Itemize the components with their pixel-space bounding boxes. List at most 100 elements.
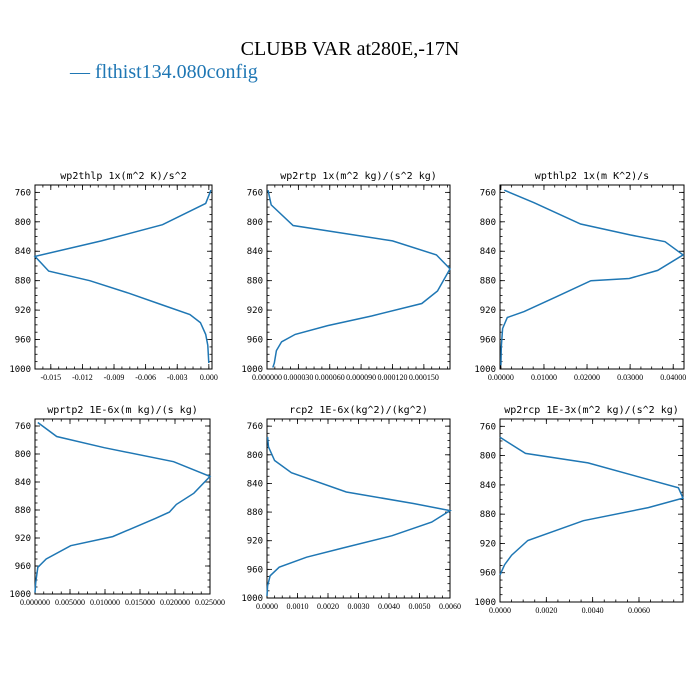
x-tick-label: 0.01000 — [531, 373, 557, 382]
x-tick-label: -0.003 — [167, 373, 188, 382]
plot-frame — [499, 184, 685, 370]
y-tick-label: 880 — [247, 277, 263, 287]
x-tick-label: 0.000120 — [377, 373, 407, 382]
y-tick-label: 760 — [480, 422, 496, 432]
x-tick-label: 0.015000 — [125, 598, 155, 607]
y-tick-label: 960 — [15, 562, 31, 572]
y-tick-label: 880 — [15, 277, 31, 287]
x-tick-label: 0.0060 — [439, 602, 461, 611]
y-tick-label: 880 — [15, 506, 31, 516]
y-tick-label: 800 — [480, 452, 496, 462]
y-tick-label: 1000 — [241, 365, 263, 375]
plot-frame — [34, 418, 211, 595]
subplot-title: wprtp2 1E-6x(m kg)/(s kg) — [47, 405, 198, 416]
y-tick-label: 800 — [480, 218, 496, 228]
x-tick-label: 0.0020 — [535, 606, 557, 615]
x-tick-label: -0.009 — [104, 373, 125, 382]
subplot-title: wp2rcp 1E-3x(m^2 kg)/(s^2 kg) — [504, 405, 679, 416]
legend-entry: — flthist134.080config — [69, 61, 258, 83]
x-tick-label: 0.000000 — [252, 373, 282, 382]
y-tick-label: 840 — [247, 247, 263, 257]
x-tick-label: 0.005000 — [55, 598, 85, 607]
x-tick-label: 0.0040 — [378, 602, 400, 611]
y-tick-label: 960 — [247, 565, 263, 575]
y-tick-label: 1000 — [9, 590, 31, 600]
y-tick-label: 840 — [247, 479, 263, 489]
plot-frame — [499, 418, 684, 603]
subplot-title: rcp2 1E-6x(kg^2)/(kg^2) — [289, 405, 427, 416]
y-tick-label: 920 — [480, 306, 496, 316]
subplot-title: wp2rtp 1x(m^2 kg)/(s^2 kg) — [280, 171, 437, 182]
plot-frame — [266, 184, 451, 370]
series-line — [34, 421, 212, 593]
x-tick-label: 0.03000 — [617, 373, 643, 382]
x-tick-label: 0.04000 — [660, 373, 686, 382]
y-tick-label: 760 — [480, 188, 496, 198]
subplot-4: wprtp2 1E-6x(m kg)/(s kg) 760 800 840 880 920… — [9, 405, 225, 607]
subplot-title: wp2thlp 1x(m^2 K)/s^2 — [60, 171, 186, 182]
x-tick-label: 0.02000 — [574, 373, 600, 382]
y-tick-label: 1000 — [9, 365, 31, 375]
x-tick-label: 0.000150 — [409, 373, 439, 382]
x-tick-label: 0.010000 — [90, 598, 120, 607]
subplot-2: wp2rtp 1x(m^2 kg)/(s^2 kg) 760 800 840 880 92… — [241, 171, 451, 382]
x-tick-label: 0.025000 — [195, 598, 225, 607]
y-tick-label: 920 — [247, 537, 263, 547]
y-tick-label: 760 — [15, 188, 31, 198]
y-tick-label: 800 — [15, 218, 31, 228]
y-tick-label: 880 — [480, 510, 496, 520]
x-tick-label: -0.015 — [40, 373, 61, 382]
y-tick-label: 920 — [15, 534, 31, 544]
y-tick-label: 760 — [15, 422, 31, 432]
y-tick-label: 840 — [480, 481, 496, 491]
subplot-title: wpthlp2 1x(m K^2)/s — [535, 171, 649, 182]
x-tick-label: 0.000030 — [283, 373, 313, 382]
y-tick-label: 800 — [247, 218, 263, 228]
x-tick-label: 0.0010 — [287, 602, 309, 611]
x-tick-label: 0.020000 — [160, 598, 190, 607]
y-tick-label: 880 — [480, 277, 496, 287]
subplot-1: wp2thlp 1x(m^2 K)/s^2 760 800 840 880 920 960 1… — [9, 171, 218, 382]
y-tick-label: 1000 — [241, 594, 263, 604]
subplot-grid: wp2thlp 1x(m^2 K)/s^2 760 800 840 880 920 960 1… — [9, 171, 686, 615]
x-tick-label: 0.000 — [200, 373, 218, 382]
x-tick-label: 0.000060 — [315, 373, 345, 382]
y-tick-label: 760 — [247, 188, 263, 198]
y-tick-label: 920 — [247, 306, 263, 316]
series-line — [500, 189, 685, 366]
x-tick-label: -0.006 — [135, 373, 156, 382]
y-tick-label: 1000 — [474, 365, 496, 375]
x-tick-label: 0.0000 — [489, 606, 511, 615]
plot-frame — [266, 418, 451, 599]
x-tick-label: 0.0030 — [348, 602, 370, 611]
series-line — [266, 436, 453, 596]
x-tick-label: 0.000000 — [20, 598, 50, 607]
y-tick-label: 840 — [480, 247, 496, 257]
y-tick-label: 960 — [15, 336, 31, 346]
x-tick-label: 0.0050 — [409, 602, 431, 611]
x-tick-label: -0.012 — [72, 373, 93, 382]
y-tick-label: 880 — [247, 508, 263, 518]
series-line — [267, 190, 451, 368]
x-tick-label: 0.0040 — [582, 606, 604, 615]
y-tick-label: 960 — [480, 569, 496, 579]
y-tick-label: 840 — [15, 478, 31, 488]
series-line — [33, 189, 212, 364]
subplot-3: wpthlp2 1x(m K^2)/s 760 800 840 880 920 960 100… — [474, 171, 686, 382]
y-tick-label: 800 — [247, 451, 263, 461]
y-tick-label: 920 — [480, 539, 496, 549]
y-tick-label: 760 — [247, 422, 263, 432]
x-tick-label: 0.00000 — [488, 373, 514, 382]
subplot-5: rcp2 1E-6x(kg^2)/(kg^2) 760 800 840 880 920 96… — [241, 405, 461, 611]
y-tick-label: 960 — [247, 336, 263, 346]
y-tick-label: 800 — [15, 450, 31, 460]
figure-title: CLUBB VAR at280E,-17N — [241, 38, 460, 60]
y-tick-label: 920 — [15, 306, 31, 316]
x-tick-label: 0.0020 — [317, 602, 339, 611]
series-line — [499, 436, 685, 576]
x-tick-label: 0.0060 — [628, 606, 650, 615]
y-tick-label: 1000 — [474, 598, 496, 608]
y-tick-label: 840 — [15, 247, 31, 257]
y-tick-label: 960 — [480, 336, 496, 346]
